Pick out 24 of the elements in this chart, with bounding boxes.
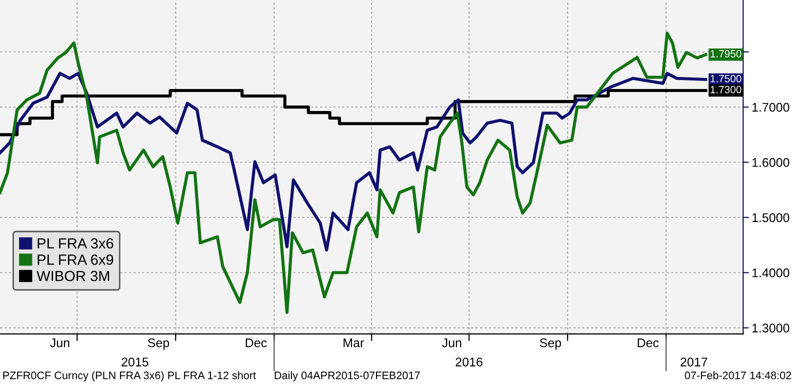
x2-tick-label: 2017 bbox=[680, 358, 708, 366]
text: 07-Feb-2017 14:48:02 bbox=[684, 371, 792, 380]
text: PZFR0CF Curncy (PLN FRA 3x6) PL FRA 1-12 short bbox=[3, 371, 256, 382]
x-tick-label: Jun bbox=[50, 338, 70, 348]
y-tick-label: 1.3000 bbox=[752, 324, 790, 332]
x-tick-label: Dec bbox=[246, 338, 267, 348]
x2-tick-label: 2015 bbox=[122, 358, 148, 366]
x2-tick-label: 2016 bbox=[456, 358, 482, 366]
y-tick-label: 1.4000 bbox=[752, 268, 790, 278]
x-tick-label: Sep bbox=[540, 338, 562, 350]
data-label: 1.7300 bbox=[710, 86, 742, 94]
x-tick-label: Sep bbox=[148, 338, 170, 350]
legend-label: PL FRA 6x9 bbox=[38, 254, 114, 265]
x-tick-label: Mar bbox=[344, 338, 364, 348]
y-tick-label: 1.7000 bbox=[752, 102, 790, 112]
y-tick-label: 1.5000 bbox=[752, 213, 790, 222]
x-tick-label: Dec bbox=[638, 338, 659, 348]
legend-label: WIBOR 3M bbox=[36, 270, 110, 282]
y-tick-label: 1.6000 bbox=[752, 158, 790, 167]
data-label: 1.7950 bbox=[710, 50, 742, 58]
x-tick-label: Jun bbox=[442, 338, 462, 348]
text: Daily 04APR2015-07FEB2017 bbox=[274, 371, 420, 382]
data-label: 1.7500 bbox=[710, 74, 742, 82]
legend-label: PL FRA 3x6 bbox=[38, 238, 114, 249]
